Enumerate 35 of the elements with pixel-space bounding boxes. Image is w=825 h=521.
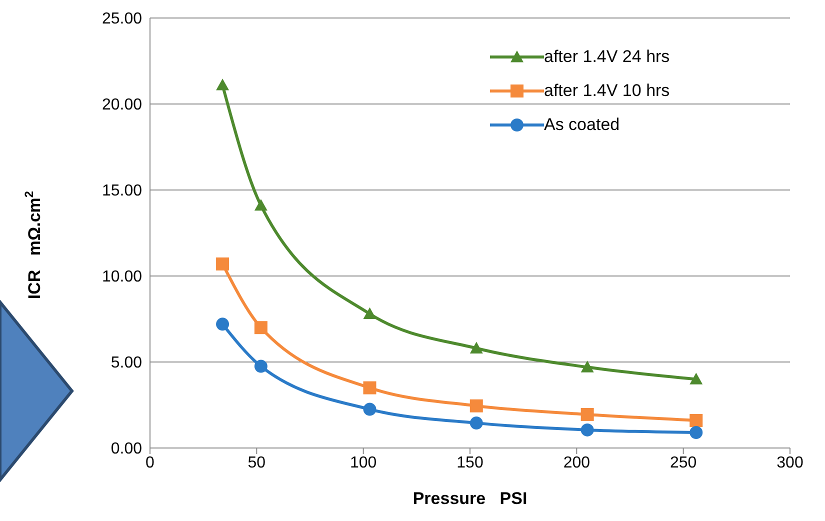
point <box>470 416 483 430</box>
legend-label: after 1.4V 24 hrs <box>544 47 670 67</box>
point <box>254 198 268 211</box>
point <box>254 360 268 373</box>
legend-label: after 1.4V 10 hrs <box>544 81 670 101</box>
point <box>363 307 376 320</box>
x-tick-label: 0 <box>146 454 155 472</box>
x-tick-label: 300 <box>776 454 804 472</box>
y-tick-label: 25.00 <box>102 10 142 28</box>
point <box>690 426 703 440</box>
y-tick-label: 0.00 <box>110 440 142 458</box>
point <box>580 408 594 421</box>
point <box>470 399 483 412</box>
x-tick-label: 100 <box>350 454 377 472</box>
x-tick-label: 250 <box>670 454 697 472</box>
x-tick-label: 200 <box>563 454 590 472</box>
point <box>254 321 268 334</box>
legend-label: As coated <box>544 115 620 135</box>
x-axis-title: Pressure PSI <box>412 489 528 508</box>
point <box>216 78 230 90</box>
y-tick-label: 5.00 <box>110 354 142 372</box>
y-tick-label: 10.00 <box>102 268 142 286</box>
x-tick-label: 150 <box>456 454 484 472</box>
point <box>363 381 376 394</box>
point <box>216 257 230 270</box>
y-tick-label: 15.00 <box>102 182 142 200</box>
point <box>363 402 376 416</box>
point <box>580 423 594 436</box>
point <box>216 318 230 331</box>
point <box>690 372 703 384</box>
point <box>580 360 594 372</box>
point <box>690 414 703 427</box>
y-tick-label: 20.00 <box>102 96 142 114</box>
point <box>470 342 483 354</box>
x-tick-label: 50 <box>248 454 266 472</box>
